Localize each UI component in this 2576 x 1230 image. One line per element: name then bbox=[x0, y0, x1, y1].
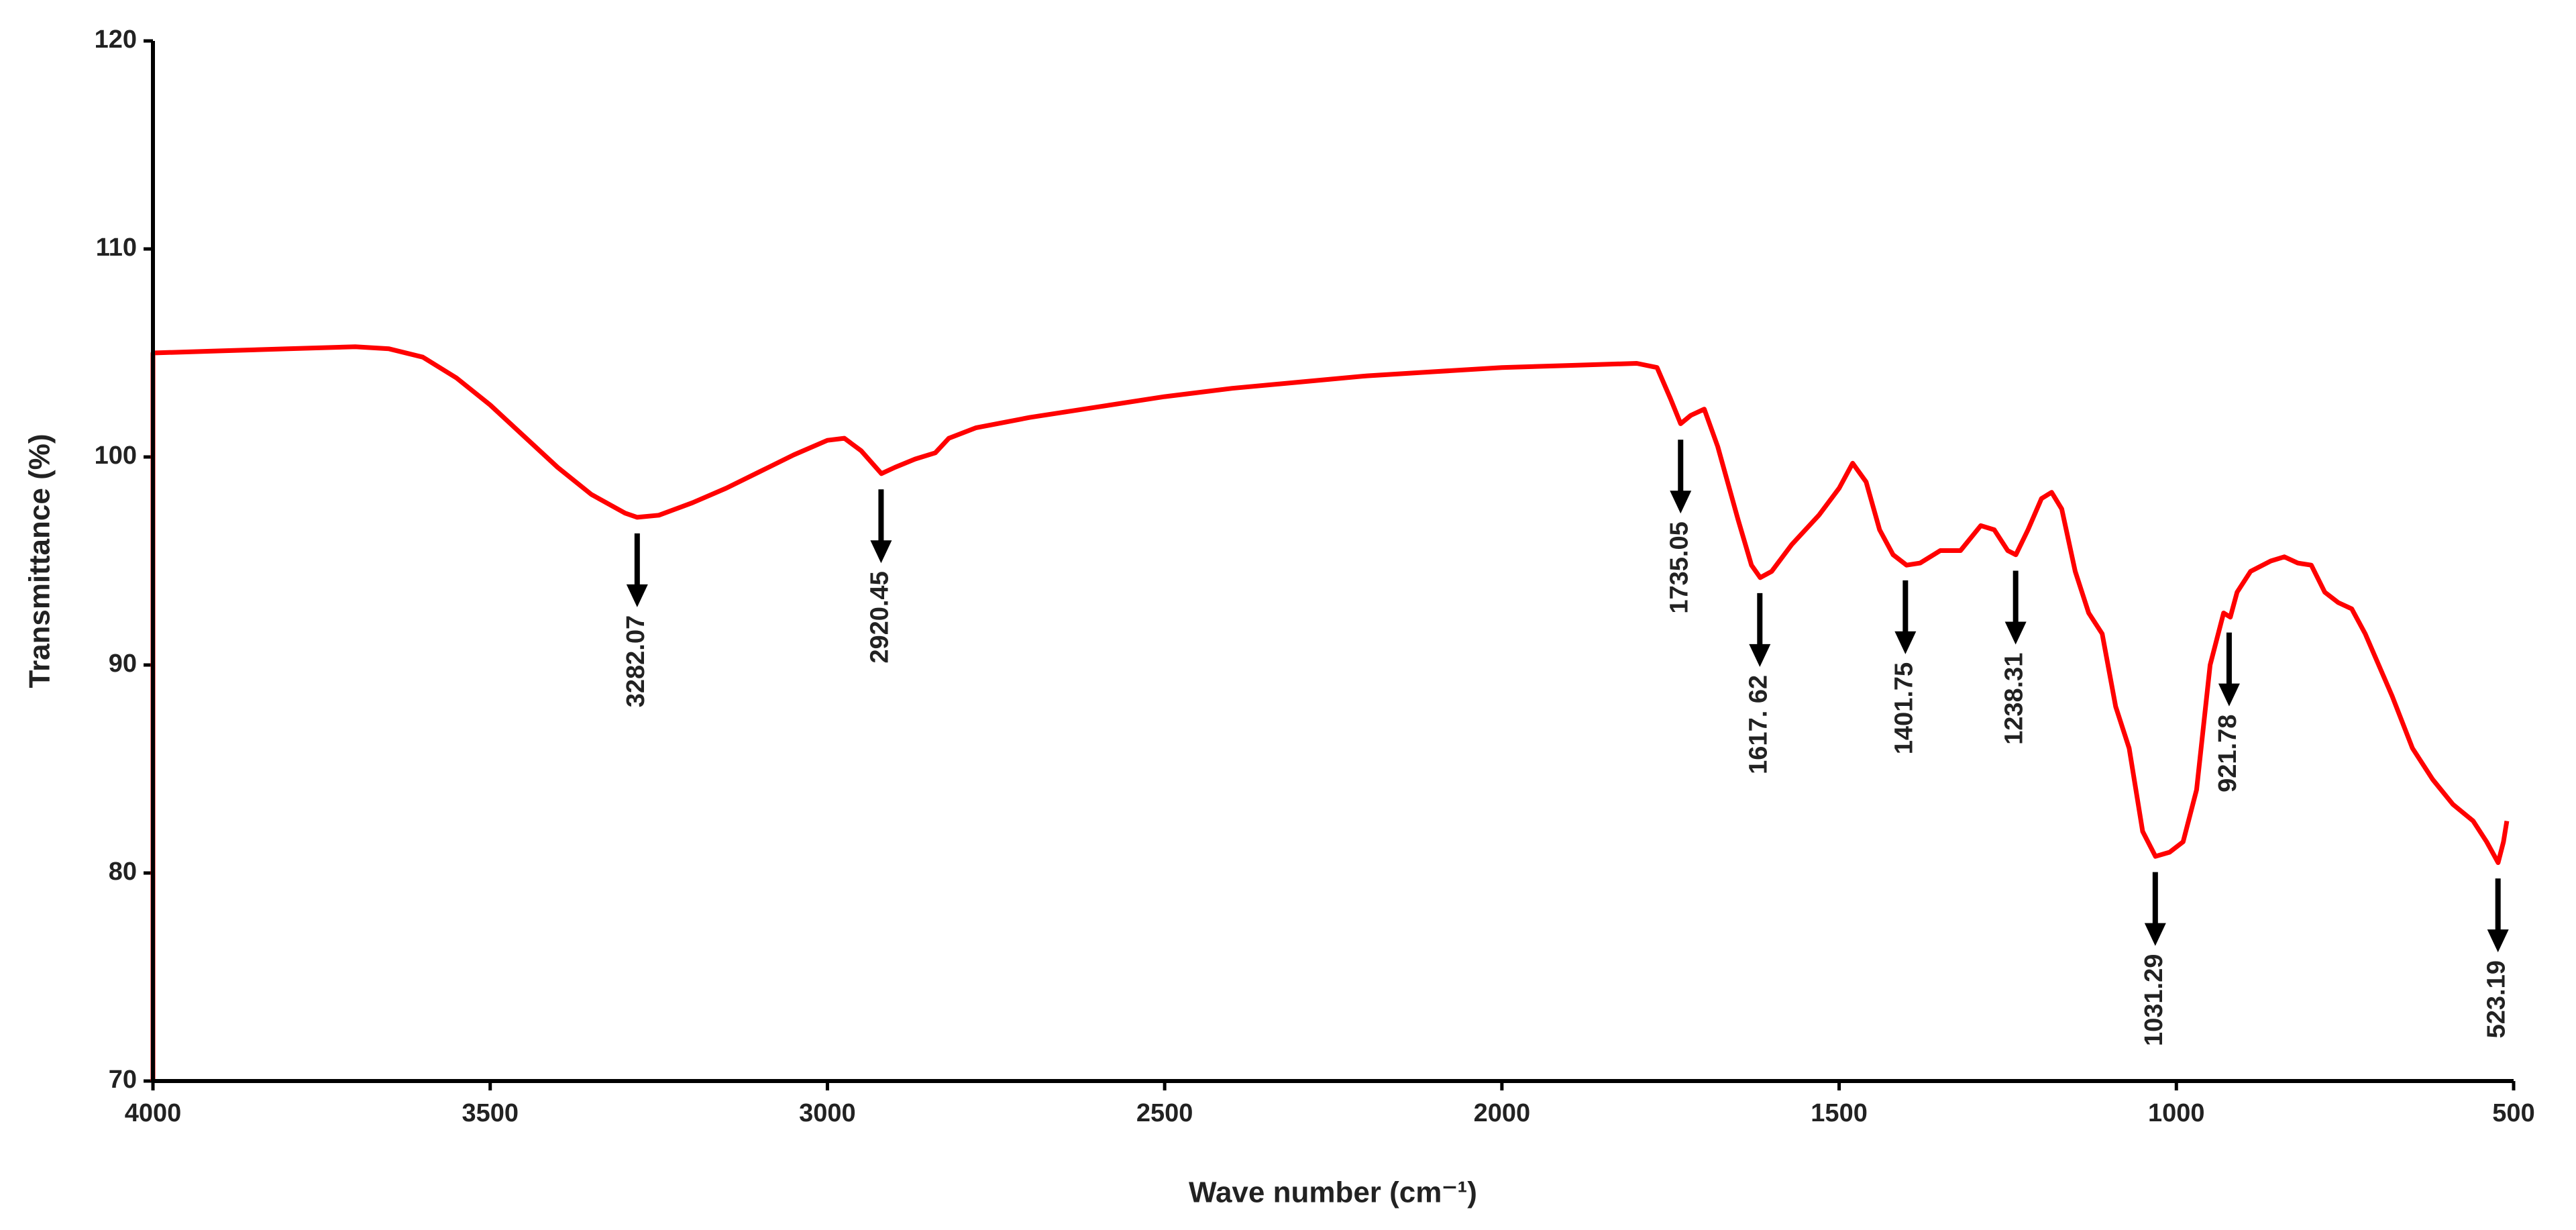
x-axis-label: Wave number (cm⁻¹) bbox=[1189, 1176, 1477, 1209]
x-tick-label: 1500 bbox=[1811, 1099, 1868, 1127]
annotation-label: 1401.75 bbox=[1890, 662, 1918, 754]
x-tick-label: 3000 bbox=[799, 1099, 856, 1127]
y-tick-label: 70 bbox=[109, 1066, 137, 1094]
y-tick-label: 80 bbox=[109, 858, 137, 886]
annotation-label: 2920.45 bbox=[865, 571, 894, 663]
arrow-head bbox=[2487, 929, 2509, 953]
x-tick-label: 3500 bbox=[462, 1099, 519, 1127]
arrow-head bbox=[2004, 621, 2027, 645]
x-tick-label: 2000 bbox=[1474, 1099, 1531, 1127]
arrow-head bbox=[1894, 631, 1917, 654]
annotation-label: 3282.07 bbox=[622, 615, 650, 707]
arrow-head bbox=[870, 540, 892, 564]
annotation-label: 1031.29 bbox=[2140, 954, 2168, 1046]
annotation-label: 523.19 bbox=[2483, 960, 2511, 1038]
annotation-label: 1735.05 bbox=[1665, 521, 1693, 613]
x-tick-label: 2500 bbox=[1136, 1099, 1193, 1127]
y-tick-label: 100 bbox=[95, 442, 137, 470]
y-axis-label: Transmittance (%) bbox=[23, 434, 56, 688]
arrow-head bbox=[2218, 683, 2240, 707]
y-tick-label: 110 bbox=[96, 234, 137, 262]
y-tick-label: 90 bbox=[109, 650, 137, 678]
arrow-head bbox=[2144, 923, 2166, 946]
arrow-head bbox=[1670, 491, 1692, 514]
arrow-head bbox=[626, 584, 648, 607]
annotation-label: 1617. 62 bbox=[1744, 675, 1772, 774]
spectrum-line bbox=[150, 344, 2510, 1081]
annotation-label: 1238.31 bbox=[2000, 653, 2029, 745]
y-tick-label: 120 bbox=[95, 25, 137, 54]
x-tick-label: 4000 bbox=[125, 1099, 182, 1127]
x-tick-label: 500 bbox=[2492, 1099, 2534, 1127]
x-tick-label: 1000 bbox=[2148, 1099, 2205, 1127]
annotation-label: 921.78 bbox=[2214, 715, 2242, 792]
arrow-head bbox=[1749, 644, 1771, 667]
